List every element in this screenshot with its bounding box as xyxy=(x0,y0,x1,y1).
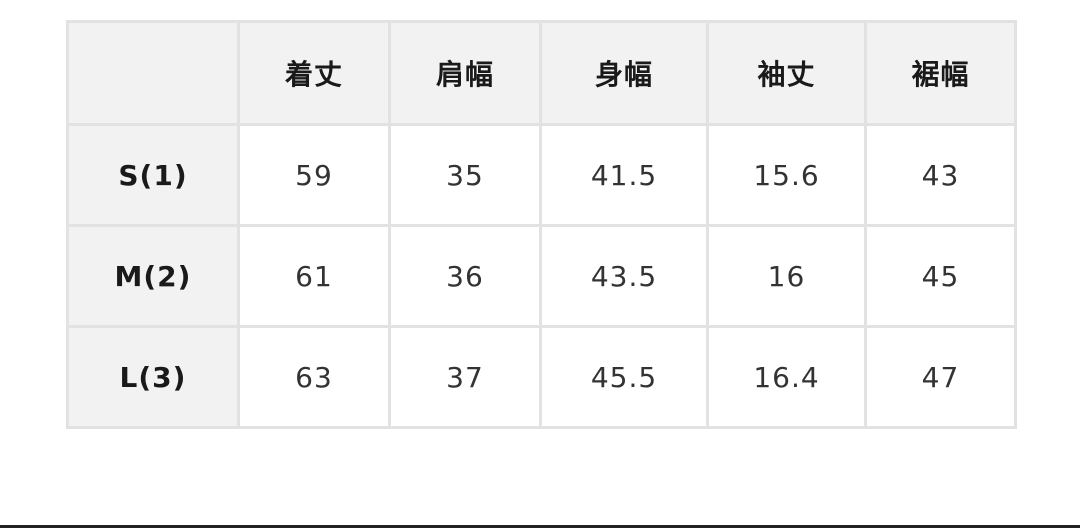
header-length: 着丈 xyxy=(237,20,391,126)
cell: 36 xyxy=(388,224,542,328)
bottom-divider xyxy=(0,525,1080,528)
cell: 59 xyxy=(237,123,391,227)
cell: 45 xyxy=(864,224,1017,328)
cell: 16.4 xyxy=(706,325,867,429)
size-label: S(1) xyxy=(66,123,240,227)
table-row: S(1) 59 35 41.5 15.6 43 xyxy=(66,123,1017,227)
cell: 15.6 xyxy=(706,123,867,227)
size-label: L(3) xyxy=(66,325,240,429)
cell: 43 xyxy=(864,123,1017,227)
cell: 35 xyxy=(388,123,542,227)
table-row: L(3) 63 37 45.5 16.4 47 xyxy=(66,325,1017,429)
cell: 47 xyxy=(864,325,1017,429)
corner-cell xyxy=(66,20,240,126)
header-chest: 身幅 xyxy=(539,20,709,126)
cell: 45.5 xyxy=(539,325,709,429)
cell: 63 xyxy=(237,325,391,429)
cell: 43.5 xyxy=(539,224,709,328)
table-row: M(2) 61 36 43.5 16 45 xyxy=(66,224,1017,328)
header-hem: 裾幅 xyxy=(864,20,1017,126)
header-row: 着丈 肩幅 身幅 袖丈 裾幅 xyxy=(66,20,1017,126)
header-sleeve: 袖丈 xyxy=(706,20,867,126)
cell: 37 xyxy=(388,325,542,429)
cell: 16 xyxy=(706,224,867,328)
header-shoulder: 肩幅 xyxy=(388,20,542,126)
cell: 61 xyxy=(237,224,391,328)
cell: 41.5 xyxy=(539,123,709,227)
size-label: M(2) xyxy=(66,224,240,328)
size-table: 着丈 肩幅 身幅 袖丈 裾幅 S(1) 59 35 41.5 15.6 43 M… xyxy=(66,20,1017,429)
